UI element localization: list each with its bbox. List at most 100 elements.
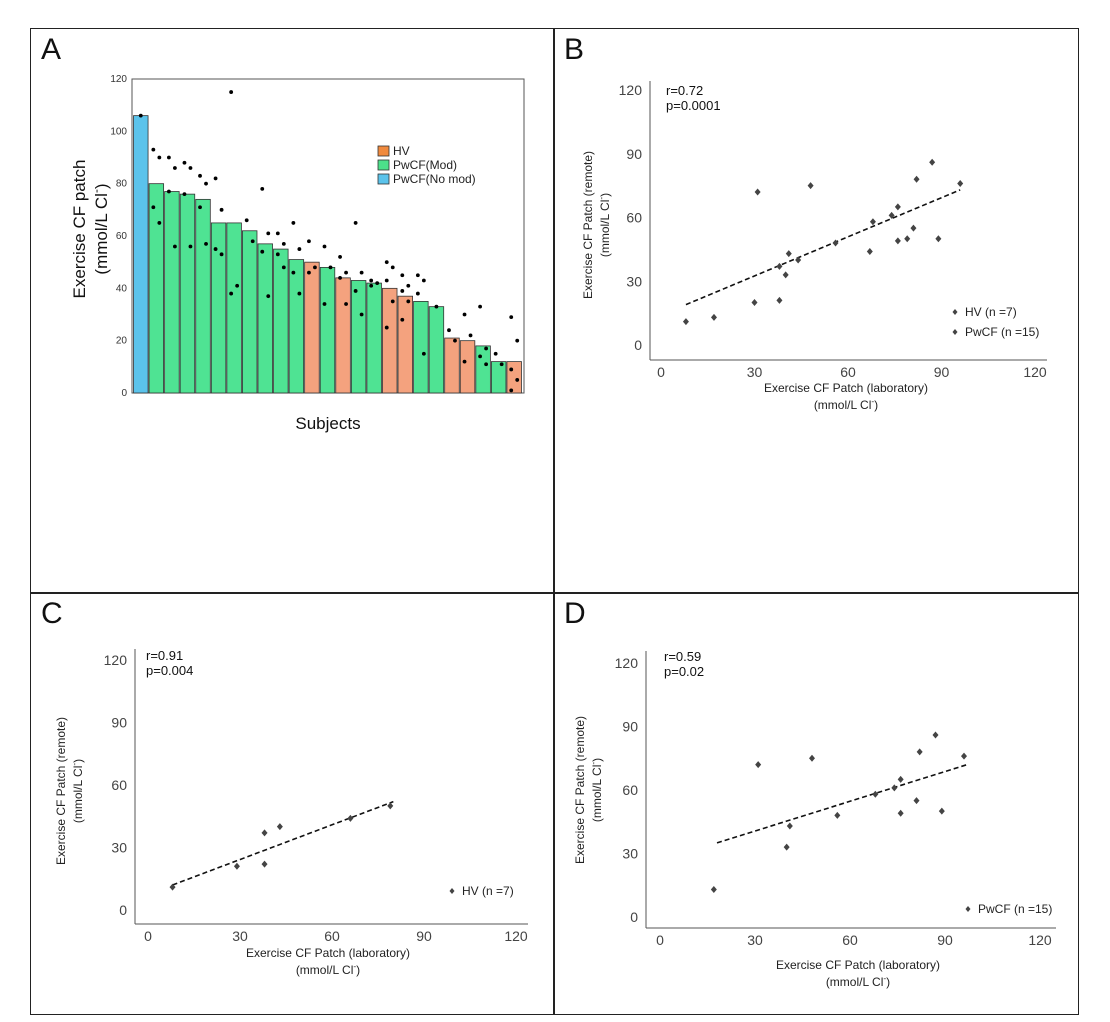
- data-point: [447, 328, 451, 333]
- data-point: [313, 265, 317, 270]
- panel-letter-a: A: [41, 33, 62, 66]
- data-point: [167, 189, 171, 194]
- data-point: [910, 224, 917, 232]
- x-axis-label: Subjects: [295, 414, 360, 433]
- data-point: [421, 278, 426, 283]
- p-value: p=0.02: [664, 664, 704, 679]
- data-point: [169, 883, 176, 891]
- data-point: [219, 252, 224, 257]
- panel-letter-c: C: [41, 597, 63, 630]
- x-tick-label: 0: [657, 364, 665, 380]
- data-point: [347, 814, 354, 822]
- legend-swatch: [377, 173, 390, 185]
- data-point: [244, 218, 249, 223]
- data-point: [904, 235, 911, 243]
- bar: [210, 222, 227, 394]
- data-point: [229, 90, 234, 94]
- y-tick-label: 90: [626, 146, 642, 162]
- data-point: [344, 270, 348, 275]
- bar: [350, 280, 367, 394]
- data-point: [338, 275, 342, 280]
- bar: [413, 301, 429, 394]
- legend-swatch: [377, 145, 390, 157]
- p-value: p=0.0001: [666, 98, 721, 113]
- data-point: [157, 155, 162, 160]
- y-axis-label-line2: (mmol/L Cl-): [69, 759, 85, 823]
- data-point: [478, 304, 482, 309]
- bar: [335, 277, 351, 394]
- panel-letter-d: D: [564, 597, 586, 630]
- data-point: [307, 239, 311, 244]
- panel-d: D 0 30 60 90 120 0 30 60 90 120 r=0.59 p=0.02 PwCF (…: [553, 592, 1079, 1015]
- y-tick-label: 100: [110, 126, 127, 137]
- y-axis-label-line1: Exercise CF patch: [70, 160, 89, 299]
- legend-marker: [449, 888, 455, 894]
- x-tick-label: 60: [842, 932, 858, 948]
- data-point: [751, 299, 758, 306]
- data-point: [157, 221, 162, 225]
- x-axis-label-line1: Exercise CF Patch (laboratory): [776, 958, 940, 972]
- data-point: [406, 299, 411, 304]
- x-tick-label: 30: [747, 932, 763, 948]
- y-axis-label-line2: (mmol/L Cl-): [596, 193, 612, 257]
- data-point: [888, 211, 895, 219]
- panel-b: B 0 30 60 90 120 0 30 60 90 120 r=0.72 p=0.0001 HV (…: [553, 28, 1079, 594]
- data-point: [913, 175, 920, 183]
- y-tick-label: 60: [622, 782, 638, 798]
- data-point: [204, 181, 208, 186]
- x-tick-label: 120: [504, 928, 528, 944]
- data-point: [415, 291, 420, 296]
- scatter-chart-d: 0 30 60 90 120 0 30 60 90 120 r=0.59p=0.02 PwCF (n …: [573, 649, 1056, 989]
- data-point: [344, 302, 348, 306]
- data-point: [229, 291, 234, 296]
- data-point: [869, 218, 876, 226]
- scatter-chart-c: 0 30 60 90 120 0 30 60 90 120 r=0.91p=0.004 HV (n =…: [54, 648, 528, 977]
- data-point: [478, 354, 482, 359]
- bar: [242, 230, 258, 394]
- data-point: [390, 299, 395, 304]
- data-point: [204, 241, 208, 246]
- data-point: [776, 262, 783, 270]
- data-point: [384, 325, 389, 330]
- y-tick-label: 90: [622, 719, 638, 735]
- data-point: [384, 278, 389, 283]
- data-point: [359, 312, 364, 317]
- y-tick-label: 0: [121, 388, 127, 399]
- data-point: [755, 761, 762, 769]
- legend-marker: [952, 329, 958, 335]
- x-tick-label: 90: [937, 932, 953, 948]
- y-tick-label: 0: [119, 902, 127, 918]
- data-point: [400, 289, 405, 293]
- legend-swatch: [377, 159, 390, 171]
- trend-line: [685, 189, 961, 306]
- legend-label: PwCF (n =15): [965, 325, 1039, 339]
- data-point: [468, 333, 473, 338]
- bar: [490, 361, 507, 394]
- y-tick-label: 0: [634, 337, 642, 353]
- data-point: [782, 271, 789, 279]
- data-point: [173, 166, 177, 170]
- data-point: [151, 147, 156, 152]
- y-tick-label: 0: [630, 909, 638, 925]
- data-point: [173, 244, 177, 249]
- data-point: [375, 281, 380, 285]
- y-tick-label: 120: [110, 74, 127, 85]
- bar: [179, 193, 196, 394]
- data-point: [387, 802, 394, 810]
- bar: [459, 340, 476, 394]
- bar: [148, 183, 165, 394]
- y-tick-label: 120: [619, 82, 643, 98]
- data-point: [353, 289, 358, 293]
- data-point: [795, 256, 802, 264]
- bar: [475, 345, 491, 394]
- data-point: [266, 294, 271, 299]
- data-point: [266, 231, 271, 236]
- y-axis-label-line1: Exercise CF Patch (remote): [54, 717, 68, 865]
- data-point: [384, 260, 389, 265]
- x-axis-label-line1: Exercise CF Patch (laboratory): [764, 381, 928, 395]
- data-point: [807, 182, 814, 190]
- data-point: [198, 173, 202, 178]
- data-point: [509, 388, 514, 393]
- bar: [397, 295, 413, 394]
- trend-line: [716, 763, 968, 844]
